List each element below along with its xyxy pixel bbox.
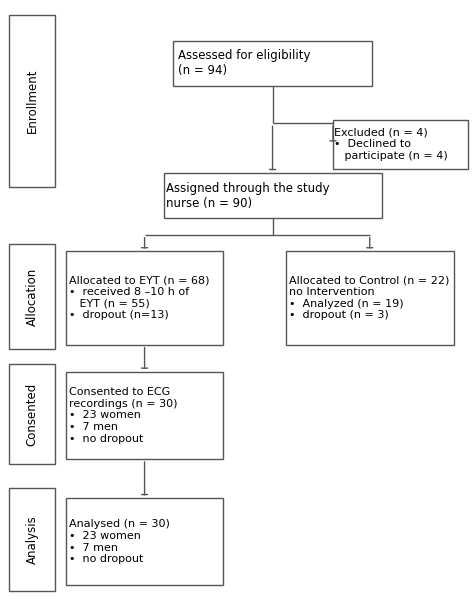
Text: Allocated to Control (n = 22)
no Intervention
•  Analyzed (n = 19)
•  dropout (n: Allocated to Control (n = 22) no Interve…	[289, 276, 449, 320]
FancyBboxPatch shape	[66, 498, 223, 585]
Text: Consented to ECG
recordings (n = 30)
•  23 women
•  7 men
•  no dropout: Consented to ECG recordings (n = 30) • 2…	[69, 387, 177, 444]
FancyBboxPatch shape	[9, 488, 55, 591]
FancyBboxPatch shape	[66, 252, 223, 344]
Text: Analysed (n = 30)
•  23 women
•  7 men
•  no dropout: Analysed (n = 30) • 23 women • 7 men • n…	[69, 520, 170, 564]
Text: Allocation: Allocation	[26, 267, 38, 326]
Text: Assessed for eligibility
(n = 94): Assessed for eligibility (n = 94)	[178, 49, 310, 77]
FancyBboxPatch shape	[9, 364, 55, 464]
Text: Assigned through the study
nurse (n = 90): Assigned through the study nurse (n = 90…	[166, 182, 329, 209]
Text: Excluded (n = 4)
•  Declined to
   participate (n = 4): Excluded (n = 4) • Declined to participa…	[334, 128, 448, 161]
Text: Analysis: Analysis	[26, 515, 38, 563]
FancyBboxPatch shape	[333, 120, 468, 169]
Text: Allocated to EYT (n = 68)
•  received 8 –10 h of
   EYT (n = 55)
•  dropout (n=1: Allocated to EYT (n = 68) • received 8 –…	[69, 276, 209, 320]
FancyBboxPatch shape	[66, 372, 223, 459]
FancyBboxPatch shape	[285, 252, 454, 344]
Text: Consented: Consented	[26, 382, 38, 445]
FancyBboxPatch shape	[164, 173, 382, 218]
FancyBboxPatch shape	[173, 41, 372, 85]
Text: Enrollment: Enrollment	[26, 69, 38, 133]
FancyBboxPatch shape	[9, 244, 55, 349]
FancyBboxPatch shape	[9, 15, 55, 187]
